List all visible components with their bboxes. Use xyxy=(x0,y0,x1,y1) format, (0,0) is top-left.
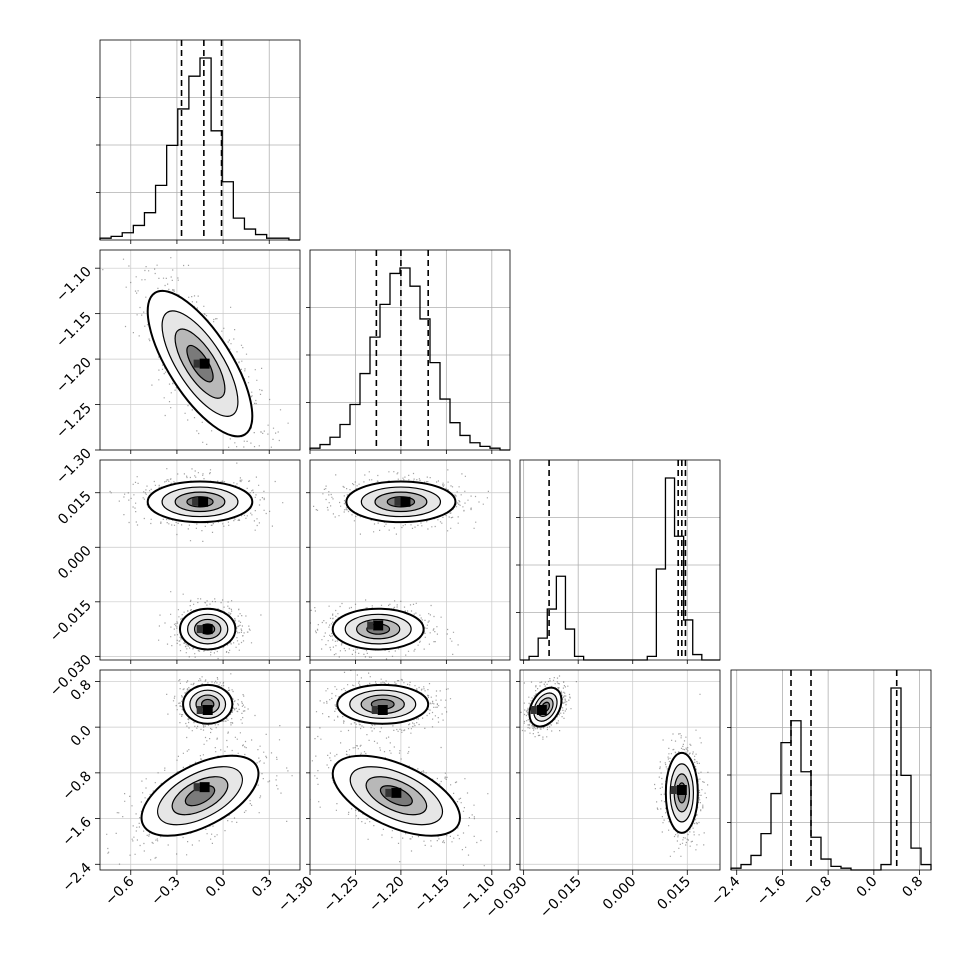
density-core-2-0-1-0 xyxy=(202,624,213,635)
density-core-3-1-0-0 xyxy=(377,705,388,715)
ytick-label-3-2: −0.8 xyxy=(59,768,94,803)
density-core-side-3-0-0-0 xyxy=(196,706,203,714)
density-core-side-2-0-0-0 xyxy=(192,497,199,506)
ytick-label-1-4: −1.10 xyxy=(53,264,95,306)
xtick-label-3-0: −2.4 xyxy=(708,873,743,908)
hist-frame-1 xyxy=(309,249,511,451)
xtick-label-3-1: −1.6 xyxy=(754,873,789,908)
xtick-label-2-2: 0.000 xyxy=(600,874,640,914)
density-core-side-3-2-0-0 xyxy=(530,706,537,714)
ytick-label-2-1: −0.015 xyxy=(47,597,95,645)
hist-panel-bg-3 xyxy=(731,670,931,870)
density-core-side-3-0-1-0 xyxy=(193,783,200,792)
density-panel-2-1 xyxy=(309,459,511,661)
hist-panel-2 xyxy=(516,459,721,661)
density-frame-2-0 xyxy=(99,459,301,661)
ytick-label-1-2: −1.20 xyxy=(53,355,95,397)
xtick-label-1-3: −1.15 xyxy=(412,874,454,916)
hist-panel-0 xyxy=(96,39,301,241)
ytick-label-3-1: −1.6 xyxy=(59,814,94,849)
xtick-label-1-1: −1.25 xyxy=(321,874,363,916)
density-frame-3-1 xyxy=(309,669,511,871)
density-panel-1-0 xyxy=(99,249,301,451)
density-content-3-0 xyxy=(106,673,293,865)
hist-frame-0 xyxy=(99,39,301,241)
density-core-3-2-0-0 xyxy=(536,705,547,715)
density-core-2-0-0-0 xyxy=(198,496,209,507)
density-content-3-2 xyxy=(520,675,709,857)
density-core-side-3-1-0-0 xyxy=(371,706,378,714)
density-core-side-2-1-1-0 xyxy=(367,621,374,630)
hist-step-1 xyxy=(309,267,510,451)
xtick-label-2-3: 0.015 xyxy=(654,874,694,914)
xtick-label-0-1: −0.3 xyxy=(148,874,183,909)
hist-panel-bg-2 xyxy=(520,460,720,660)
hist-step-0 xyxy=(99,57,300,241)
density-panel-2-0 xyxy=(99,459,301,661)
density-core-3-1-1-0 xyxy=(391,787,402,798)
density-core-side-2-0-1-0 xyxy=(196,625,203,634)
xtick-label-1-0: −1.30 xyxy=(275,874,317,916)
density-frame-1-0 xyxy=(99,249,301,451)
density-core-2-1-1-0 xyxy=(373,620,384,631)
xtick-label-0-0: −0.6 xyxy=(102,873,137,908)
hist-panel-1 xyxy=(306,249,511,451)
density-core-side-3-1-1-0 xyxy=(385,788,392,797)
density-core-2-1-0-0 xyxy=(400,496,411,507)
density-content-2-1 xyxy=(310,469,489,660)
ytick-label-1-0: −1.30 xyxy=(53,446,95,488)
density-frame-3-2 xyxy=(519,669,721,871)
xtick-label-3-2: −0.8 xyxy=(800,874,835,909)
density-content-3-1 xyxy=(310,670,498,867)
ytick-label-3-0: −2.4 xyxy=(59,860,94,895)
density-core-1-0-0-0 xyxy=(199,358,210,369)
density-panel-3-1 xyxy=(309,669,511,871)
density-panel-3-0 xyxy=(99,669,301,871)
density-panel-3-2 xyxy=(519,669,721,871)
density-frame-3-0 xyxy=(99,669,301,871)
ytick-label-1-3: −1.15 xyxy=(53,309,95,351)
density-core-3-0-0-0 xyxy=(202,705,213,715)
hist-panel-3 xyxy=(727,669,932,871)
hist-frame-3 xyxy=(730,669,932,871)
hist-frame-2 xyxy=(519,459,721,661)
density-core-side-1-0-0-0 xyxy=(193,359,200,368)
density-content-1-0 xyxy=(102,257,289,450)
xtick-label-0-3: 0.3 xyxy=(249,874,276,901)
density-core-3-0-1-0 xyxy=(199,782,210,793)
density-core-side-2-1-0-0 xyxy=(394,497,401,506)
density-core-3-2-1-0 xyxy=(676,785,687,795)
xtick-label-1-2: −1.20 xyxy=(366,874,408,916)
xtick-label-3-3: 0.0 xyxy=(854,874,881,901)
hist-step-3 xyxy=(730,687,932,871)
xtick-label-3-4: 0.8 xyxy=(899,874,926,901)
density-frame-2-1 xyxy=(309,459,511,661)
ytick-label-2-2: 0.000 xyxy=(55,543,95,583)
density-core-side-3-2-1-0 xyxy=(670,786,677,794)
ytick-label-3-3: 0.0 xyxy=(68,723,95,750)
ytick-label-1-1: −1.25 xyxy=(53,400,95,442)
density-content-2-0 xyxy=(109,462,284,660)
xtick-label-0-2: 0.0 xyxy=(203,874,230,901)
xtick-label-2-1: −0.015 xyxy=(537,874,585,922)
ytick-label-2-3: 0.015 xyxy=(55,488,95,528)
